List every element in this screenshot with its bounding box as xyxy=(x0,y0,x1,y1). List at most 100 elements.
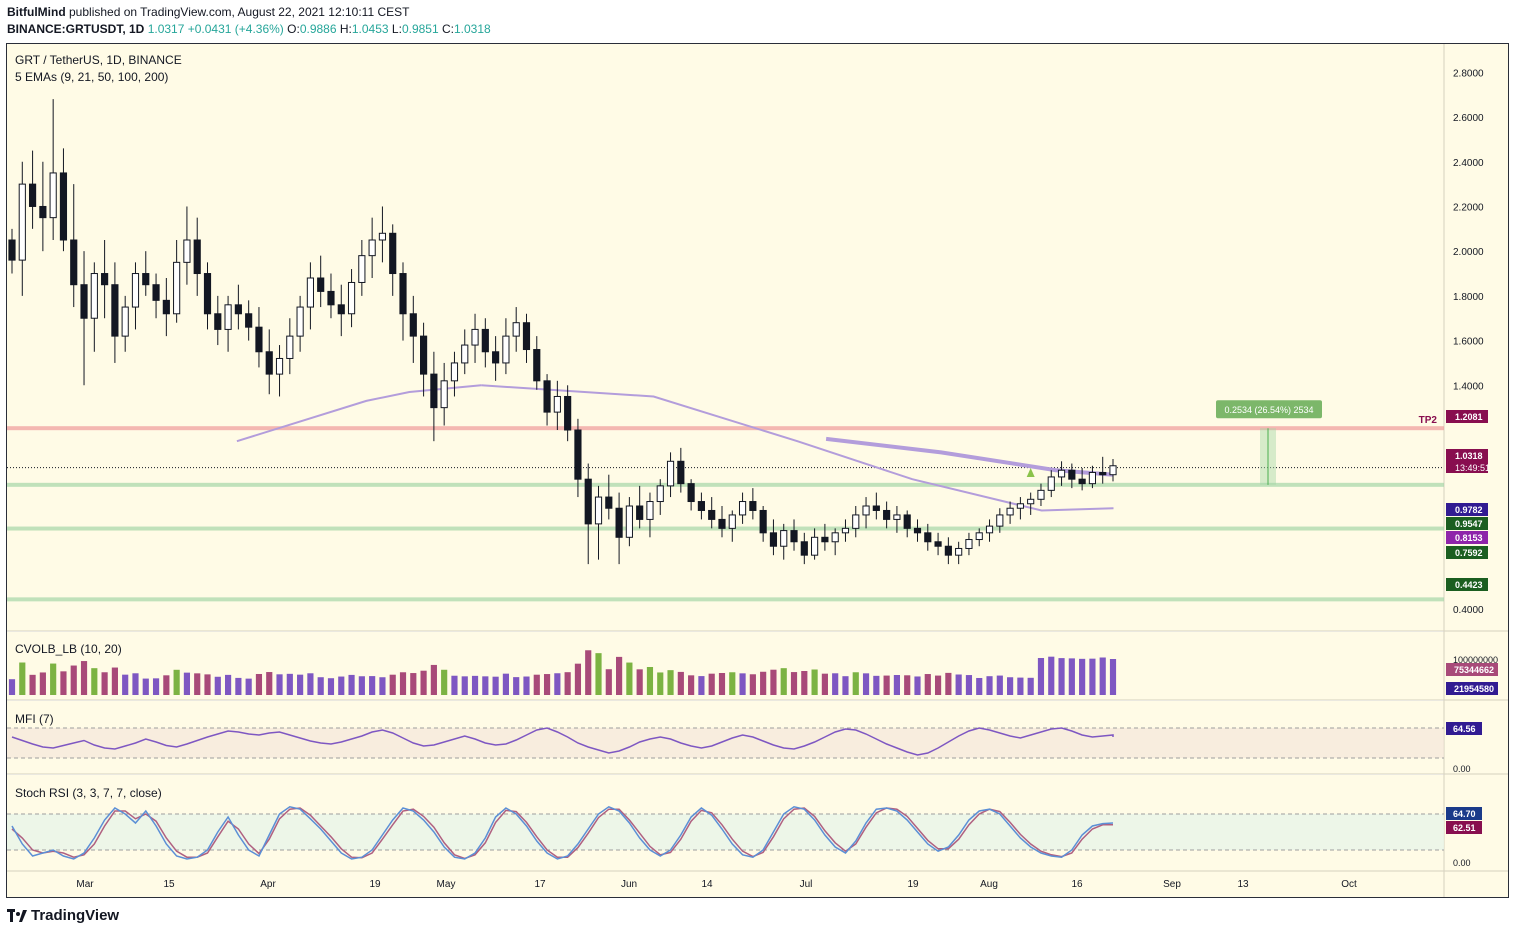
candle-body xyxy=(152,284,160,301)
high-value: 1.0453 xyxy=(351,22,389,36)
candle-body xyxy=(286,335,294,359)
candle-body xyxy=(399,273,407,315)
candle-body xyxy=(471,328,479,346)
stoch-k-value: 64.70 xyxy=(1453,809,1476,819)
volume-bar xyxy=(976,677,983,695)
mfi-line xyxy=(11,727,1114,756)
candle-body xyxy=(718,518,726,529)
candle-body xyxy=(1037,489,1045,500)
candle-body xyxy=(18,183,26,261)
candle-body xyxy=(996,514,1004,527)
volume-bar xyxy=(8,679,16,695)
volume-bar xyxy=(1068,658,1075,695)
candle-body xyxy=(800,541,808,556)
candle-body xyxy=(430,373,438,409)
candle-body xyxy=(543,380,551,413)
candle-body xyxy=(821,536,829,543)
price-label-box xyxy=(1446,449,1488,473)
published-text: published on TradingView.com, August 22,… xyxy=(69,5,410,19)
time-tick-label: Sep xyxy=(1163,879,1181,890)
volume-bar xyxy=(60,671,67,695)
time-tick-label: 17 xyxy=(534,879,546,890)
price-change: +0.0431 (+4.36%) xyxy=(187,22,284,36)
candle-body xyxy=(811,536,819,556)
volume-bar xyxy=(585,650,592,695)
volume-bar xyxy=(441,669,448,695)
stoch-label-box xyxy=(1446,807,1482,820)
ohlc-bar: BINANCE:GRTUSDT, 1D 1.0317 +0.0431 (+4.3… xyxy=(7,22,491,36)
volume-bar xyxy=(461,676,468,695)
stoch-pane-title: Stoch RSI (3, 3, 7, 7, close) xyxy=(15,786,162,800)
ema-line xyxy=(481,384,1114,512)
measure-label: 0.2534 (26.54%) 2534 xyxy=(1224,405,1313,415)
volume-bar xyxy=(595,653,602,695)
candle-body xyxy=(389,232,397,275)
volume-bar xyxy=(420,670,427,695)
candle-body xyxy=(255,326,263,353)
volume-bar xyxy=(101,672,108,695)
signal-triangle-icon xyxy=(1026,468,1035,477)
candle-body xyxy=(1078,478,1086,485)
time-tick-label: Aug xyxy=(980,879,998,890)
volume-bar xyxy=(1099,657,1106,695)
volume-bar xyxy=(626,662,633,695)
candle-body xyxy=(574,429,582,480)
volume-bar xyxy=(1058,658,1065,695)
publish-info: BitfulMind published on TradingView.com,… xyxy=(7,5,409,19)
volume-bar xyxy=(379,677,386,695)
stoch-d-value: 62.51 xyxy=(1453,823,1476,833)
low-value: 0.9851 xyxy=(401,22,439,36)
high-label: H: xyxy=(339,22,352,36)
open-value: 0.9886 xyxy=(299,22,337,36)
candle-body xyxy=(646,501,654,520)
candle-body xyxy=(625,505,633,538)
candle-body xyxy=(296,306,304,337)
candle-body xyxy=(265,351,273,375)
volume-bar xyxy=(1007,677,1014,695)
volume-bar xyxy=(327,678,335,695)
time-tick-label: 19 xyxy=(369,879,381,890)
volume-bar xyxy=(173,669,180,695)
candle-body xyxy=(965,539,973,549)
volume-bar xyxy=(214,676,221,695)
volume-bar xyxy=(430,664,437,695)
stoch-tick-label: 0.00 xyxy=(1453,858,1471,868)
publisher-name[interactable]: BitfulMind xyxy=(7,5,66,19)
ema-indicator-label: 5 EMAs (9, 21, 50, 100, 200) xyxy=(15,70,168,84)
mfi-label-box xyxy=(1446,722,1482,735)
candle-body xyxy=(8,239,16,261)
candle-body xyxy=(913,527,922,534)
candle-body xyxy=(203,273,212,315)
candle-body xyxy=(193,239,201,275)
volume-bar xyxy=(904,675,911,695)
close-value: 1.0318 xyxy=(453,22,491,36)
candle-body xyxy=(502,335,510,364)
price-tick-label: 2.2000 xyxy=(1453,202,1484,213)
time-tick-label: 13 xyxy=(1237,879,1249,890)
symbol-label: BINANCE:GRTUSDT, 1D xyxy=(7,22,145,36)
volume-bar xyxy=(338,676,345,695)
price-label-time: 13:49:51 xyxy=(1455,463,1490,473)
volume-bar xyxy=(543,674,551,695)
price-label-value: 0.7592 xyxy=(1455,548,1483,558)
candle-body xyxy=(852,514,860,529)
volume-bar xyxy=(708,673,715,695)
volume-label-value: 75344662 xyxy=(1454,665,1494,675)
volume-bar xyxy=(513,677,520,695)
time-tick-label: 15 xyxy=(163,879,175,890)
price-tick-label: 0.4000 xyxy=(1453,605,1484,616)
price-tick-label: 2.8000 xyxy=(1453,68,1484,79)
volume-bar xyxy=(224,674,232,695)
candle-body xyxy=(738,501,747,516)
stoch-label-box xyxy=(1446,821,1482,834)
candle-body xyxy=(327,290,335,306)
volume-bar xyxy=(1079,658,1086,695)
price-label-box xyxy=(1446,531,1488,544)
price-tick-label: 1.8000 xyxy=(1453,292,1484,303)
volume-bar xyxy=(657,672,664,695)
volume-bar xyxy=(471,675,479,695)
candle-body xyxy=(584,478,592,525)
volume-bar xyxy=(142,678,149,695)
volume-bar xyxy=(235,677,242,695)
